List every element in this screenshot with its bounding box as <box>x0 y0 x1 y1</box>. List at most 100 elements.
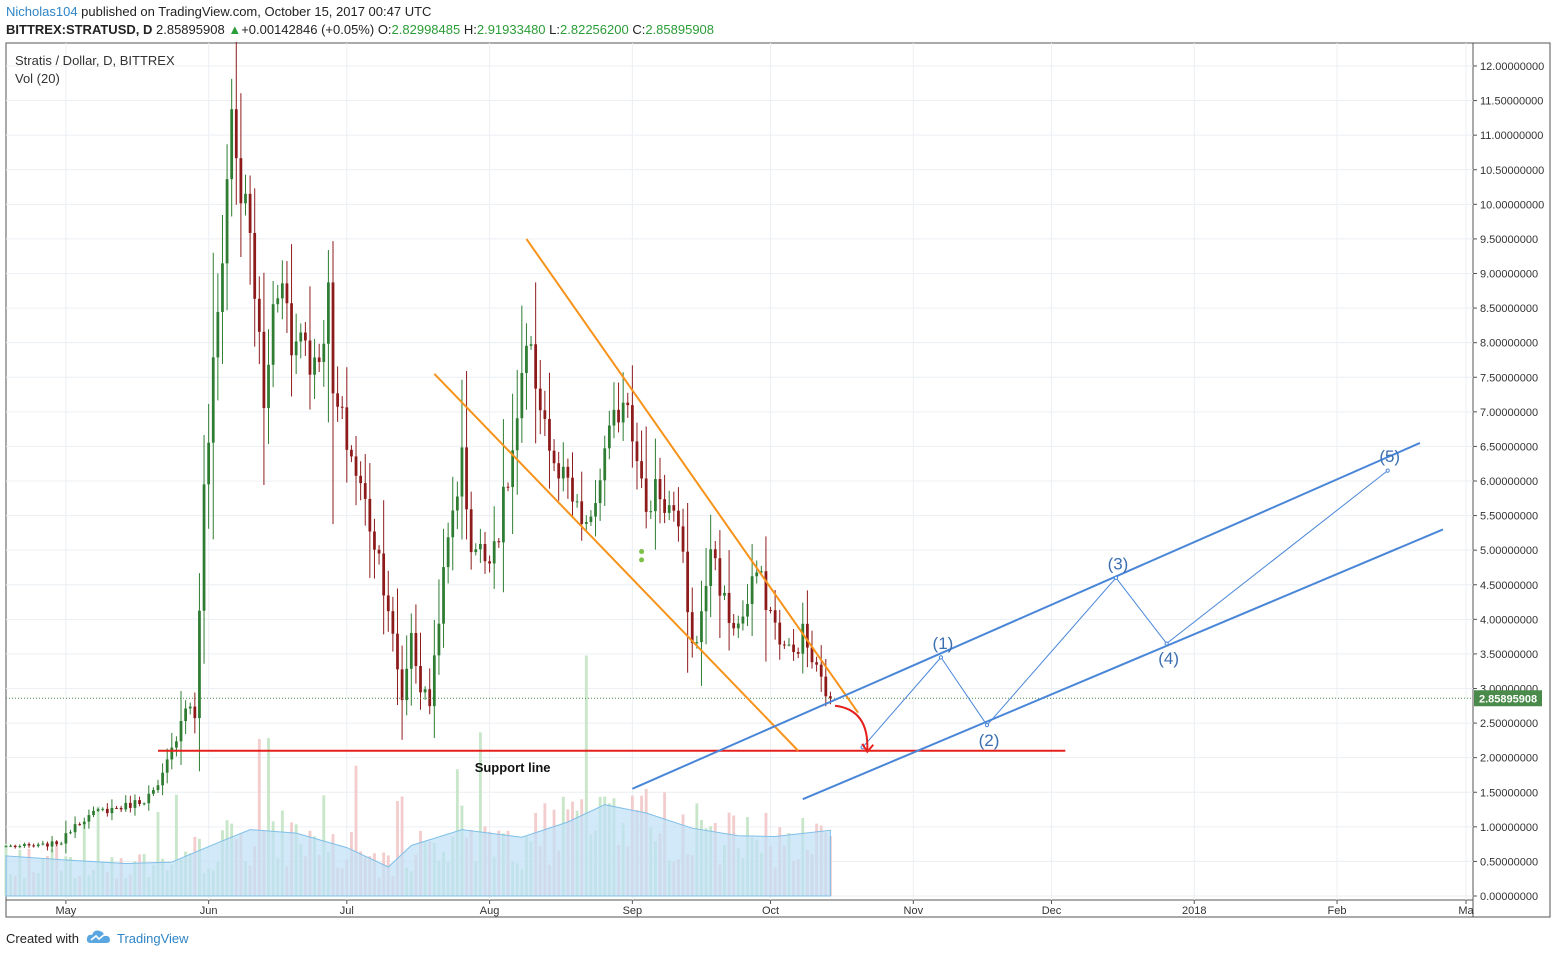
wave-label: (1) <box>933 634 954 653</box>
candle-body <box>64 833 68 844</box>
marker-dot <box>639 557 645 563</box>
wave-label: (4) <box>1158 649 1179 668</box>
candle-body <box>257 298 261 332</box>
candle-body <box>700 611 703 643</box>
elliott-wave-segment <box>940 657 988 726</box>
candle-body <box>193 706 197 719</box>
candle-body <box>36 844 40 847</box>
y-tick-label: 7.00000000 <box>1480 407 1538 419</box>
elliott-wave-point <box>984 723 990 728</box>
volume-bar <box>174 794 178 896</box>
volume-ma <box>5 804 831 897</box>
volume-legend: Vol (20) <box>15 71 60 86</box>
candle-body <box>377 549 381 554</box>
tradingview-cloud-icon[interactable] <box>86 928 112 946</box>
candle-body <box>188 706 192 709</box>
y-axis-bar[interactable] <box>1472 42 1551 918</box>
bearish-arrow-line <box>834 704 869 751</box>
candle-body <box>308 340 312 375</box>
y-tick-label: 8.00000000 <box>1480 338 1538 350</box>
candle-body <box>658 479 662 500</box>
candle-body <box>368 498 372 532</box>
candle-body <box>732 622 736 629</box>
candle-body <box>437 623 441 656</box>
candle-body <box>566 466 570 478</box>
candle-body <box>152 790 155 794</box>
x-tick-label: Oct <box>762 905 779 917</box>
candle-body <box>87 815 91 822</box>
candle-body <box>175 741 178 748</box>
candle-body <box>557 463 561 479</box>
candle-body <box>41 843 45 845</box>
chart-legend-title: Stratis / Dollar, D, BITTREX <box>15 53 175 68</box>
candle-body <box>391 611 395 634</box>
candle-body <box>221 263 224 312</box>
candle-body <box>506 486 510 488</box>
candle-body <box>419 666 422 693</box>
candle-body <box>580 501 584 524</box>
candle-body <box>133 800 137 808</box>
candle-body <box>216 311 220 358</box>
y-tick-label: 10.50000000 <box>1480 165 1544 177</box>
x-axis-bar[interactable] <box>5 899 1474 918</box>
candle-body <box>4 846 8 848</box>
x-tick-label: Dec <box>1042 905 1062 917</box>
drawings[interactable]: Support line (1) (2) (3) (4) (5) <box>6 238 1473 801</box>
candle-body <box>446 537 450 568</box>
candle-body <box>649 511 653 513</box>
candle-body <box>423 689 427 693</box>
tradingview-brand-link[interactable]: TradingView <box>117 931 189 946</box>
volume-bar <box>400 796 404 896</box>
candle-body <box>405 668 409 701</box>
candle-body <box>262 331 266 409</box>
elliott-wave-segment <box>986 577 1117 726</box>
candle-body <box>520 372 524 419</box>
last-price-tag-label: 2.85895908 <box>1479 693 1537 705</box>
candle-body <box>806 623 809 648</box>
candle-body <box>584 521 588 524</box>
plot-area[interactable] <box>5 42 1474 901</box>
price-change: +0.00142846 (+0.05%) <box>241 22 375 37</box>
candle-body <box>13 845 17 848</box>
candle-body <box>267 364 270 409</box>
candle-body <box>138 800 141 804</box>
open-label: O: <box>377 22 392 37</box>
close-label: C: <box>632 22 646 37</box>
candle-body <box>630 405 634 442</box>
candle-body <box>488 561 491 564</box>
y-tick-label: 6.00000000 <box>1480 476 1538 488</box>
candle-body <box>207 442 211 485</box>
candle-body <box>82 821 86 825</box>
candle-body <box>165 759 169 773</box>
x-tick-label: Sep <box>623 905 643 917</box>
candle-body <box>502 486 505 543</box>
candle-body <box>681 526 685 552</box>
candle-body <box>796 652 800 654</box>
candle-body <box>736 623 740 629</box>
candle-body <box>575 501 579 503</box>
bearish-arrow-head-icon <box>861 743 875 754</box>
candle-body <box>695 642 699 644</box>
candle-body <box>672 505 676 511</box>
price-chart[interactable]: Support line(1)(2)(3)(4)(5) 0.000000000.… <box>0 0 1556 925</box>
candle-body <box>331 282 335 394</box>
author-link[interactable]: Nicholas104 <box>6 4 78 19</box>
candle-body <box>755 572 759 577</box>
candle-body <box>589 516 593 522</box>
candle-body <box>336 393 339 407</box>
candle-body <box>271 304 275 365</box>
candle-body <box>723 592 726 596</box>
y-tick-label: 4.50000000 <box>1480 580 1538 592</box>
candle-body <box>474 549 478 553</box>
candle-body <box>105 808 109 814</box>
candle-body <box>156 785 160 791</box>
candle-body <box>96 809 100 811</box>
candle-body <box>824 676 828 697</box>
candle-body <box>594 503 597 517</box>
volume-bar <box>156 812 160 896</box>
candle-body <box>534 344 538 389</box>
volume-bar <box>82 822 86 896</box>
chart-header: Nicholas104 published on TradingView.com… <box>0 0 1556 42</box>
candle-body <box>428 689 432 707</box>
candle-body <box>552 450 556 464</box>
